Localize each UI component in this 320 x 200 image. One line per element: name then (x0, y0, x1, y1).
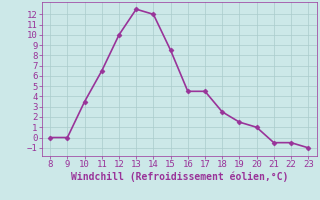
X-axis label: Windchill (Refroidissement éolien,°C): Windchill (Refroidissement éolien,°C) (70, 172, 288, 182)
